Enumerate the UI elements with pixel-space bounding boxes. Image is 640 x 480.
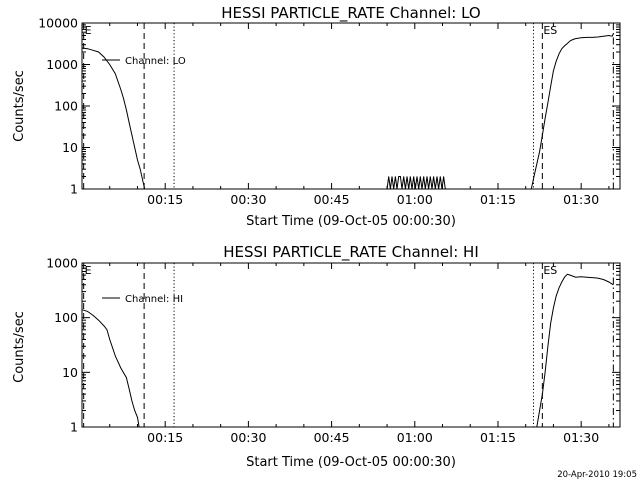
lo-x-tick-label: 01:15 [480, 192, 516, 207]
lo-x-tick-label: 01:00 [397, 192, 433, 207]
lo-y-axis-label: Counts/sec [12, 70, 27, 142]
lo-x-tick-label: 00:15 [147, 192, 183, 207]
hi-channel-panel: HESSI PARTICLE_RATE Channel: HI Start Ti… [12, 243, 621, 470]
lo-y-tick-label: 10000 [38, 16, 78, 31]
lo-x-tick-label: 01:30 [563, 192, 599, 207]
lo-chart-title: HESSI PARTICLE_RATE Channel: LO [221, 4, 480, 23]
lo-x-axis-label: Start Time (09-Oct-05 00:00:30) [246, 214, 456, 229]
lo-marker-label: E [85, 24, 92, 37]
hi-series-line-segment [81, 309, 140, 428]
lo-y-tick-label: 1 [70, 182, 78, 197]
hi-x-tick-label: 00:45 [314, 430, 350, 445]
plot-timestamp: 20-Apr-2010 19:05 [557, 470, 637, 480]
hi-y-axis-label: Counts/sec [12, 311, 27, 383]
lo-y-tick-label: 1000 [46, 57, 78, 72]
lo-series-line-segment [530, 33, 614, 190]
hi-y-tick-label: 100 [54, 310, 78, 325]
lo-marker-label: ES [543, 24, 557, 37]
hi-marker-label: E [85, 264, 92, 277]
hi-legend-label: Channel: HI [125, 294, 183, 305]
hi-x-tick-label: 00:30 [230, 430, 266, 445]
hi-y-tick-label: 10 [62, 365, 78, 380]
lo-x-tick-label: 00:30 [230, 192, 266, 207]
hi-legend: Channel: HI [102, 294, 183, 305]
hi-x-axis-label: Start Time (09-Oct-05 00:00:30) [246, 455, 456, 470]
hi-x-tick-label: 01:00 [397, 430, 433, 445]
lo-series-line-segment [81, 47, 146, 190]
hi-x-tick-label: 00:15 [147, 430, 183, 445]
hi-y-tick-label: 1000 [46, 256, 78, 271]
lo-x-tick-label: 00:45 [314, 192, 350, 207]
lo-series-line-segment [386, 176, 447, 190]
hi-series-line-segment [536, 273, 614, 428]
hi-x-tick-label: 01:15 [480, 430, 516, 445]
lo-legend: Channel: LO [102, 56, 186, 67]
hi-plot-frame [81, 262, 621, 428]
lo-y-tick-label: 100 [54, 99, 78, 114]
lo-legend-label: Channel: LO [125, 56, 186, 67]
hi-x-tick-label: 01:30 [563, 430, 599, 445]
hi-marker-label: ES [543, 264, 557, 277]
lo-y-tick-label: 10 [62, 140, 78, 155]
lo-plot-frame [81, 22, 621, 190]
lo-channel-panel: HESSI PARTICLE_RATE Channel: LO Start Ti… [12, 4, 621, 229]
hi-y-tick-label: 1 [70, 420, 78, 435]
hi-chart-title: HESSI PARTICLE_RATE Channel: HI [223, 243, 479, 262]
